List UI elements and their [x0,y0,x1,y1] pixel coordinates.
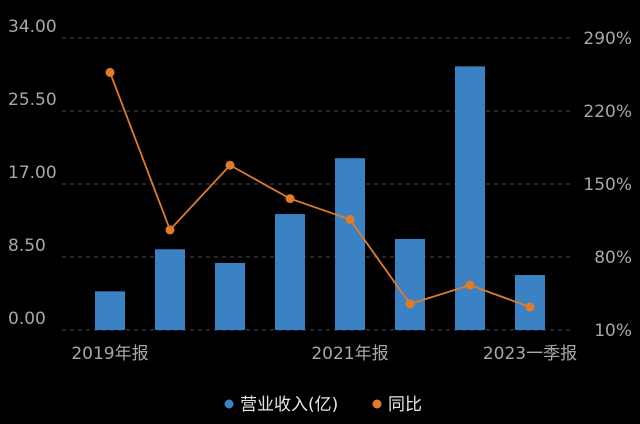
right-tick-label: 80% [594,248,632,268]
yoy-point [465,280,475,290]
yoy-point [165,225,175,235]
yoy-point [225,160,235,170]
legend-label-yoy: 同比 [388,395,422,415]
left-tick-label: 17.00 [8,163,57,183]
legend-marker-yoy [372,399,382,409]
grid-lines [62,37,570,331]
revenue-bar [455,66,485,330]
revenue-bar [275,214,305,330]
yoy-point [405,299,415,309]
left-axis-ticks: 0.00 8.50 17.00 25.50 34.00 [8,17,57,329]
right-tick-label: 290% [583,29,632,49]
legend: 营业收入(亿) 同比 [224,395,422,415]
x-tick-label: 2019年报 [71,344,148,364]
revenue-bar [335,158,365,330]
revenue-bars [95,66,545,330]
yoy-point [525,302,535,312]
right-axis-ticks: 10% 80% 150% 220% 290% [583,29,632,341]
left-tick-label: 0.00 [8,309,46,329]
revenue-bar [95,291,125,330]
legend-marker-revenue [224,399,234,409]
yoy-line-path [109,72,531,308]
x-axis-ticks: 2019年报 2021年报 2023一季报 [71,344,577,364]
yoy-point [285,194,295,204]
x-tick-label: 2021年报 [311,344,388,364]
x-tick-label: 2023一季报 [483,344,577,364]
revenue-bar [155,249,185,330]
yoy-line [105,67,535,312]
yoy-point [345,214,355,224]
right-tick-label: 10% [594,321,632,341]
left-tick-label: 8.50 [8,236,46,256]
right-tick-label: 150% [583,175,632,195]
left-tick-label: 34.00 [8,17,57,37]
yoy-point [105,67,115,77]
left-tick-label: 25.50 [8,90,57,110]
right-tick-label: 220% [583,102,632,122]
legend-label-revenue: 营业收入(亿) [240,395,338,415]
revenue-bar [395,238,425,330]
revenue-bar [215,263,245,330]
